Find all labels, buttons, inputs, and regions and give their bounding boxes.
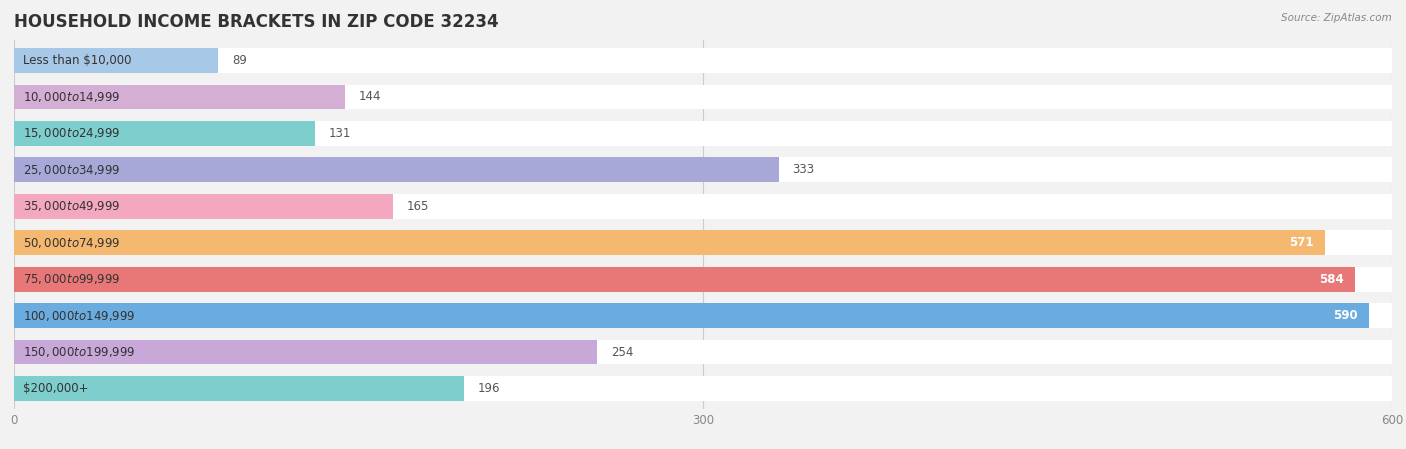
Text: 590: 590 xyxy=(1333,309,1358,322)
Text: $100,000 to $149,999: $100,000 to $149,999 xyxy=(24,308,135,323)
Text: 144: 144 xyxy=(359,90,381,103)
Text: 571: 571 xyxy=(1289,236,1313,249)
Bar xyxy=(14,121,315,146)
Bar xyxy=(14,340,598,365)
Text: Less than $10,000: Less than $10,000 xyxy=(24,54,132,67)
Text: $150,000 to $199,999: $150,000 to $199,999 xyxy=(24,345,135,359)
Bar xyxy=(14,230,1392,255)
Text: HOUSEHOLD INCOME BRACKETS IN ZIP CODE 32234: HOUSEHOLD INCOME BRACKETS IN ZIP CODE 32… xyxy=(14,13,499,31)
Text: $75,000 to $99,999: $75,000 to $99,999 xyxy=(24,272,121,286)
Bar xyxy=(14,267,1355,291)
Bar xyxy=(14,84,1392,109)
Bar xyxy=(14,194,394,219)
Text: $50,000 to $74,999: $50,000 to $74,999 xyxy=(24,236,121,250)
Text: 89: 89 xyxy=(232,54,247,67)
Bar xyxy=(14,303,1392,328)
Bar xyxy=(14,303,1369,328)
Text: $200,000+: $200,000+ xyxy=(24,382,89,395)
Text: 165: 165 xyxy=(406,200,429,213)
Bar xyxy=(14,48,218,73)
Text: 254: 254 xyxy=(612,346,634,359)
Text: 333: 333 xyxy=(793,163,814,176)
Text: $10,000 to $14,999: $10,000 to $14,999 xyxy=(24,90,121,104)
Text: 131: 131 xyxy=(329,127,352,140)
Bar xyxy=(14,48,1392,73)
Text: $25,000 to $34,999: $25,000 to $34,999 xyxy=(24,163,121,177)
Bar xyxy=(14,158,779,182)
Bar xyxy=(14,194,1392,219)
Bar xyxy=(14,267,1392,291)
Bar xyxy=(14,376,464,401)
Text: $15,000 to $24,999: $15,000 to $24,999 xyxy=(24,126,121,141)
Text: $35,000 to $49,999: $35,000 to $49,999 xyxy=(24,199,121,213)
Text: 196: 196 xyxy=(478,382,501,395)
Bar xyxy=(14,84,344,109)
Bar xyxy=(14,376,1392,401)
Bar xyxy=(14,230,1326,255)
Text: Source: ZipAtlas.com: Source: ZipAtlas.com xyxy=(1281,13,1392,23)
Bar xyxy=(14,121,1392,146)
Text: 584: 584 xyxy=(1319,273,1344,286)
Bar xyxy=(14,340,1392,365)
Bar xyxy=(14,158,1392,182)
